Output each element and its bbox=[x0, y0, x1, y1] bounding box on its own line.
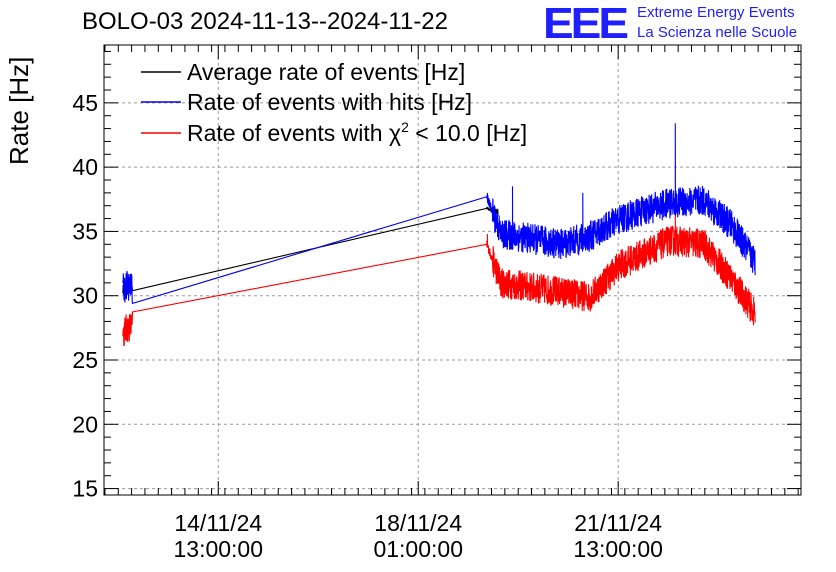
legend-label-0: Average rate of events [Hz] bbox=[187, 59, 465, 85]
chi-symbol: χ bbox=[389, 120, 401, 146]
x-tick-label-date: 18/11/24 bbox=[374, 510, 462, 536]
x-tick-label-time: 01:00:00 bbox=[373, 536, 463, 562]
logo-line-1: Extreme Energy Events bbox=[637, 4, 795, 21]
chi-superscript: 2 bbox=[401, 119, 409, 135]
y-tick-label: 35 bbox=[72, 218, 98, 244]
series-line-1 bbox=[122, 123, 756, 305]
x-tick-label-time: 13:00:00 bbox=[173, 536, 263, 562]
legend-label-2: Rate of events with χ2 < 10.0 [Hz] bbox=[187, 119, 527, 146]
series-layer bbox=[122, 123, 756, 347]
tick-labels: 1520253035404514/11/2413:00:0018/11/2401… bbox=[72, 90, 663, 562]
logo-line-2: La Scienza nelle Scuole bbox=[637, 24, 798, 41]
legend-label-prefix: Rate of events with bbox=[187, 120, 389, 146]
series-line-0 bbox=[122, 206, 499, 296]
y-tick-label: 15 bbox=[72, 476, 98, 502]
chart-title: BOLO-03 2024-11-13--2024-11-22 bbox=[82, 8, 448, 35]
legend-label-1: Rate of events with hits [Hz] bbox=[187, 89, 472, 115]
x-tick-label-time: 13:00:00 bbox=[573, 536, 663, 562]
x-tick-label-date: 14/11/24 bbox=[174, 510, 262, 536]
y-tick-label: 20 bbox=[72, 411, 98, 437]
legend: Average rate of events [Hz] Rate of event… bbox=[141, 59, 527, 146]
y-tick-label: 45 bbox=[72, 90, 98, 116]
legend-label-suffix: < 10.0 [Hz] bbox=[409, 120, 527, 146]
series-line-2 bbox=[122, 215, 756, 347]
eee-logo: EEE bbox=[543, 0, 629, 48]
x-tick-label-date: 21/11/24 bbox=[574, 510, 662, 536]
y-tick-label: 30 bbox=[72, 283, 98, 309]
y-tick-label: 25 bbox=[72, 347, 98, 373]
y-tick-label: 40 bbox=[72, 154, 98, 180]
axis-ticks bbox=[104, 45, 801, 495]
y-axis-label: Rate [Hz] bbox=[4, 57, 34, 165]
